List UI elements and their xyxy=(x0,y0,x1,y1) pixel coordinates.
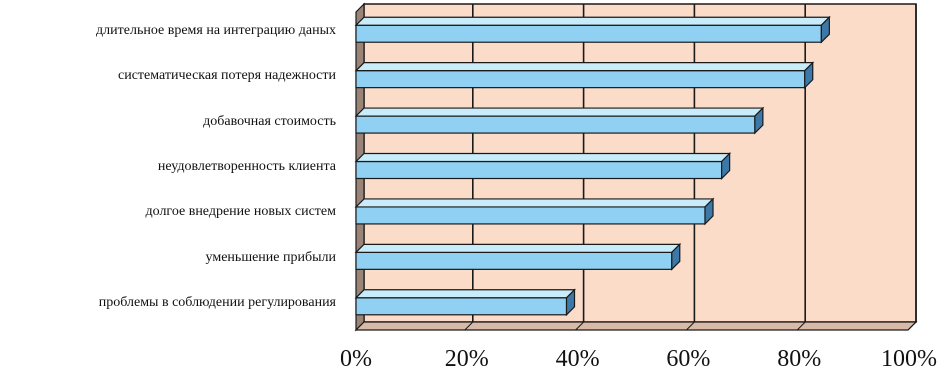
gridline-floor xyxy=(796,321,806,331)
bar xyxy=(355,70,806,89)
category-label: проблемы в соблюдении регулирования xyxy=(98,295,336,311)
bar xyxy=(355,297,568,316)
bar-end xyxy=(721,152,731,180)
x-tick-label: 40% xyxy=(555,346,600,372)
bar-top xyxy=(354,243,682,253)
x-tick-label: 0% xyxy=(340,346,372,372)
category-label: добавочная стоимость xyxy=(203,113,336,129)
x-tick-label: 100% xyxy=(881,346,937,372)
x-tick-label: 80% xyxy=(777,346,822,372)
gridline-floor xyxy=(907,321,917,331)
gridline-floor xyxy=(575,321,584,331)
bar xyxy=(355,24,822,43)
bar-top xyxy=(354,289,576,299)
category-label: длительное время на интеграцию даных xyxy=(96,22,336,38)
bar-end xyxy=(754,106,764,135)
plot-floor xyxy=(354,321,918,331)
bar-end xyxy=(671,242,681,271)
gridline-floor xyxy=(686,321,695,331)
x-tick-label: 60% xyxy=(666,346,711,372)
bar-end xyxy=(565,288,576,317)
bar xyxy=(355,251,673,270)
bar-end xyxy=(704,197,714,226)
bar-top xyxy=(354,16,831,26)
bar-top xyxy=(354,62,815,72)
category-label: долгое внедрение новых систем xyxy=(145,204,337,220)
bar-top xyxy=(354,152,732,163)
bar xyxy=(355,160,723,180)
bar-top xyxy=(354,107,765,117)
bar-end xyxy=(820,15,830,44)
bar-top xyxy=(354,198,715,208)
category-label: уменьшение прибыли xyxy=(205,249,336,265)
category-label: неудовлетворенность клиента xyxy=(157,159,336,174)
gridline-floor xyxy=(464,321,474,331)
bar xyxy=(355,115,756,134)
x-tick-label: 20% xyxy=(444,346,489,372)
bar xyxy=(355,206,706,225)
bar-end xyxy=(804,61,814,90)
category-label: систематическая потеря надежности xyxy=(118,68,336,84)
